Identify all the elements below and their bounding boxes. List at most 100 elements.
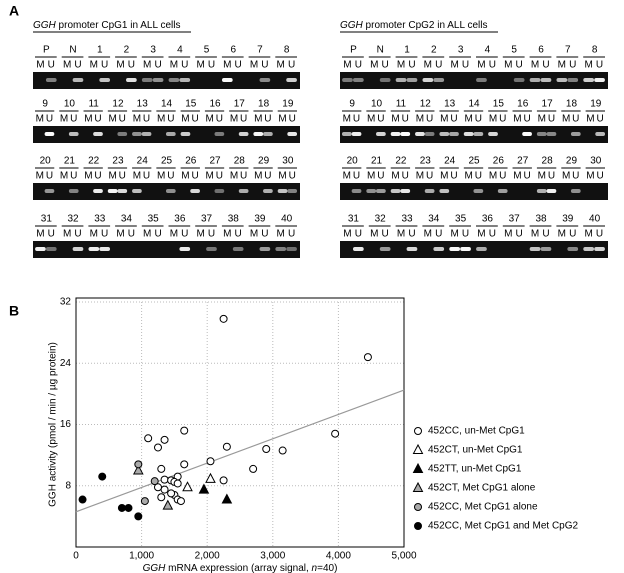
lane-sub: U — [377, 171, 384, 182]
band — [35, 247, 46, 251]
lane-sub: U — [154, 60, 161, 71]
gel-title: GGH promoter CpG1 in ALL cells — [33, 20, 180, 31]
lane-sub: U — [70, 114, 77, 125]
lane-label: 36 — [174, 214, 186, 225]
point — [160, 485, 169, 494]
lane-sub: M — [196, 229, 204, 240]
band — [406, 247, 418, 251]
lane-sub: M — [133, 114, 141, 125]
lane-sub: U — [208, 229, 215, 240]
lane-sub: M — [108, 171, 116, 182]
lane-sub: U — [119, 171, 126, 182]
lane-label: P — [350, 45, 357, 56]
lane-label: 28 — [542, 156, 554, 167]
lane-sub: U — [516, 229, 523, 240]
band — [232, 247, 244, 251]
point — [363, 353, 372, 362]
lane-label: 11 — [88, 99, 99, 110]
lane-label: 29 — [258, 156, 270, 167]
lane-label: 35 — [148, 214, 160, 225]
point — [205, 472, 216, 483]
lane-sub: M — [416, 171, 424, 182]
lane-sub: U — [94, 114, 101, 125]
band — [379, 78, 391, 82]
band — [473, 132, 484, 136]
band — [352, 78, 364, 82]
y-tick-label: 16 — [60, 419, 72, 430]
point — [134, 512, 143, 521]
lane-sub: M — [584, 60, 592, 71]
lane-sub: M — [450, 229, 458, 240]
lane-label: 17 — [234, 99, 246, 110]
band — [522, 132, 532, 136]
lane-sub: U — [597, 171, 604, 182]
lane-label: 11 — [396, 99, 407, 110]
legend-marker — [412, 462, 424, 473]
lane-sub: U — [46, 171, 53, 182]
lane-label: 22 — [88, 156, 100, 167]
lane-sub: M — [343, 114, 351, 125]
legend-label: 452CC, Met CpG1 and Met CpG2 — [428, 521, 579, 532]
lane-sub: U — [101, 60, 108, 71]
lane-label: 23 — [112, 156, 124, 167]
x-tick-label: 1,000 — [129, 551, 154, 562]
lane-sub: M — [391, 114, 399, 125]
lane-sub: M — [254, 114, 262, 125]
band — [93, 189, 103, 193]
band — [556, 78, 568, 82]
lane-sub: M — [440, 114, 448, 125]
x-axis-label: GGH mRNA expression (array signal, n=40) — [143, 563, 338, 573]
band — [165, 132, 176, 136]
lane-sub: M — [489, 114, 497, 125]
lane-sub: U — [435, 60, 442, 71]
lane-sub: U — [143, 171, 150, 182]
lane-sub: U — [191, 171, 198, 182]
lane-sub: M — [63, 60, 71, 71]
lane-label: 8 — [284, 45, 290, 56]
lane-sub: M — [562, 171, 570, 182]
band — [497, 189, 508, 193]
lane-sub: U — [261, 60, 268, 71]
lane-sub: U — [489, 229, 496, 240]
band — [132, 132, 142, 136]
lane-sub: U — [450, 114, 457, 125]
band — [433, 78, 445, 82]
band — [72, 247, 84, 251]
lane-sub: U — [426, 171, 433, 182]
lane-label: 25 — [161, 156, 173, 167]
lane-label: 27 — [517, 156, 529, 167]
y-tick-label: 8 — [65, 480, 71, 491]
lane-sub: U — [499, 171, 506, 182]
lane-sub: U — [450, 171, 457, 182]
lane-label: 8 — [592, 45, 598, 56]
band — [449, 132, 459, 136]
x-tick-label: 4,000 — [326, 551, 351, 562]
lane-sub: M — [116, 60, 124, 71]
band — [583, 78, 595, 82]
lane-sub: U — [167, 114, 174, 125]
lane-label: 15 — [493, 99, 505, 110]
y-tick-label: 32 — [60, 297, 72, 308]
lane-sub: M — [277, 229, 285, 240]
band — [415, 132, 425, 136]
band — [424, 132, 435, 136]
point — [154, 443, 162, 452]
point — [162, 499, 174, 510]
text-part: GGH — [33, 20, 57, 31]
lane-label: 6 — [538, 45, 544, 56]
lane-sub: M — [170, 229, 178, 240]
lane-sub: U — [572, 171, 579, 182]
band — [476, 247, 487, 251]
band — [449, 247, 461, 251]
band — [206, 247, 217, 251]
lane-sub: M — [157, 114, 165, 125]
band — [238, 132, 249, 136]
lane-label: 40 — [281, 214, 293, 225]
lane-sub: U — [548, 114, 555, 125]
lane-sub: M — [440, 171, 448, 182]
lane-sub: U — [426, 114, 433, 125]
band — [117, 132, 128, 136]
band — [93, 132, 103, 136]
lane-label: 30 — [282, 156, 294, 167]
